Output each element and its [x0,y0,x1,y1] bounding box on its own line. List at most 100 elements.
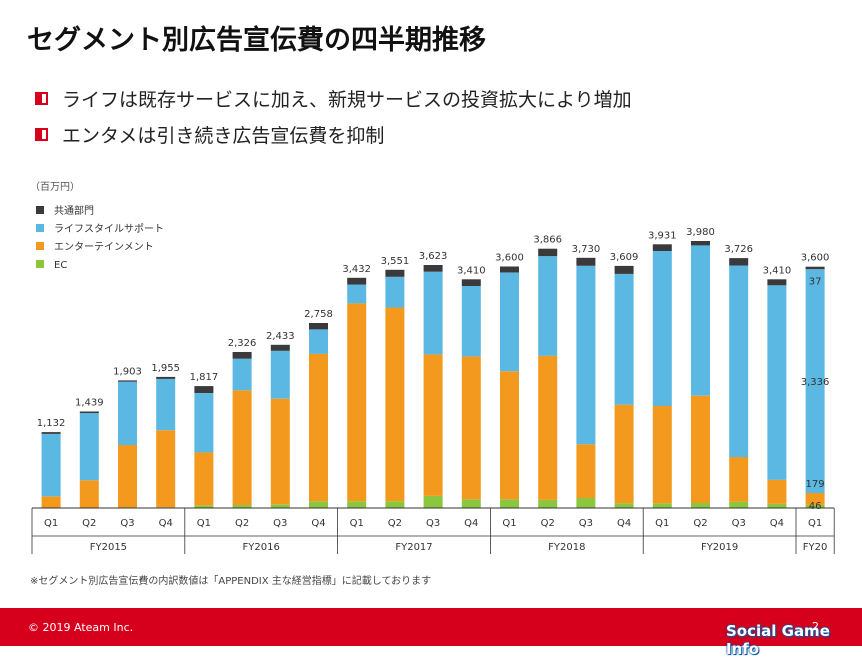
total-label-8: 2,758 [304,309,333,320]
category-label-9: Q1 [350,518,364,529]
bar-segment-13-2 [500,272,519,372]
bar-segment-12-3 [461,279,481,286]
bar-segment-15-3 [576,257,596,266]
category-label-20: Q4 [770,518,784,529]
bar-segment-3-1 [118,445,137,508]
bullet-list: ライフは既存サービスに加え、新規サービスの投資拡大により増加 エンタメは引き続き… [35,80,632,152]
total-label-11: 3,623 [419,251,448,262]
bar-segment-8-2 [309,329,328,354]
category-label-16: Q4 [617,518,631,529]
bar-segment-19-2 [729,265,749,458]
segment-data-label-1: 179 [806,479,825,490]
bar-segment-16-1 [614,404,634,504]
bar-segment-17-0 [652,503,672,508]
total-label-18: 3,980 [686,227,715,238]
bar-segment-15-2 [576,265,596,445]
bar-segment-13-0 [500,499,519,508]
segment-data-label-2: 3,336 [801,377,830,388]
bar-segment-4-2 [156,378,176,431]
bar-segment-7-3 [270,344,290,351]
legend-label-3: EC [54,260,67,271]
bar-segment-2-3 [79,411,99,414]
total-label-12: 3,410 [457,265,486,276]
watermark-logo: Social Game Info [726,622,830,658]
bar-segment-15-1 [576,444,596,498]
bar-segment-14-3 [538,248,558,257]
bullet-marker-icon [35,127,48,141]
bar-segment-7-0 [270,504,290,508]
category-label-21: Q1 [808,518,822,529]
group-label-3: FY2017 [395,542,432,553]
total-label-2: 1,439 [75,398,104,409]
bar-segment-15-0 [576,497,596,508]
legend-label-0: 共通部門 [54,204,94,217]
category-label-1: Q1 [44,518,58,529]
bar-segment-13-1 [500,371,519,500]
category-label-13: Q1 [502,518,516,529]
legend-label-1: ライフスタイルサポート [54,223,164,235]
bar-segment-3-3 [118,380,137,382]
total-label-19: 3,726 [724,244,753,255]
total-label-10: 3,551 [381,256,410,267]
bar-segment-12-2 [461,286,481,357]
bar-segment-6-3 [232,352,252,359]
bar-segment-4-1 [156,430,176,508]
bar-segment-2-2 [79,413,99,481]
bar-segment-10-2 [385,276,405,308]
bar-segment-17-3 [652,244,672,251]
legend-label-2: エンターテインメント [54,241,154,253]
bar-segment-16-0 [614,503,634,508]
bar-segment-6-2 [232,358,252,391]
bar-segment-20-1 [767,479,787,504]
category-label-10: Q2 [388,518,402,529]
bar-segment-2-1 [79,480,99,508]
bar-segment-20-2 [767,285,787,480]
bullet-text-2: エンタメは引き続き広告宣伝費を抑制 [62,124,385,147]
bar-segment-6-0 [232,505,252,508]
bar-segment-18-0 [691,503,710,508]
segment-data-label-3: 37 [809,277,822,288]
total-label-15: 3,730 [572,244,601,255]
bar-segment-5-1 [194,452,214,506]
chart-bars: 1,132 1,439 1,903 1,955 1,817 2,326 2,433 2,758… [37,227,830,512]
bullet-marker-icon [35,91,48,105]
bar-segment-10-0 [385,501,405,508]
bar-segment-9-1 [347,303,367,502]
bar-segment-6-1 [232,390,252,505]
bar-segment-14-1 [538,355,558,500]
bar-segment-17-1 [652,406,672,504]
bar-segment-12-1 [461,356,481,500]
category-label-14: Q2 [541,518,555,529]
bar-segment-17-2 [652,251,672,406]
bar-segment-8-3 [309,323,328,330]
bar-segment-4-3 [156,376,176,379]
bar-segment-12-0 [461,499,481,508]
segment-data-label-0: 46 [809,501,822,512]
bullet-item-1: ライフは既存サービスに加え、新規サービスの投資拡大により増加 [35,80,632,116]
bar-segment-11-3 [423,265,443,272]
total-label-3: 1,903 [113,366,142,377]
total-label-17: 3,931 [648,230,677,241]
bar-segment-14-0 [538,500,558,508]
bar-segment-18-1 [691,395,710,503]
unit-label: （百万円） [30,181,80,193]
category-label-8: Q4 [311,518,325,529]
bar-segment-16-2 [614,274,634,405]
bar-segment-1-1 [41,496,61,508]
group-label-5: FY2019 [701,542,738,553]
bar-segment-5-0 [194,505,214,508]
bar-segment-7-1 [270,398,290,505]
category-label-15: Q3 [579,518,593,529]
category-label-3: Q3 [120,518,134,529]
group-label-2: FY2016 [243,542,280,553]
total-label-6: 2,326 [228,338,257,349]
bar-segment-18-2 [691,245,710,396]
bar-segment-11-0 [423,495,443,508]
total-label-21: 3,600 [801,253,830,264]
bullet-text-1: ライフは既存サービスに加え、新規サービスの投資拡大により増加 [62,88,632,111]
group-label-6: FY20 [803,542,828,553]
bar-segment-5-2 [194,393,214,453]
bar-segment-19-1 [729,457,749,502]
page-title: セグメント別広告宣伝費の四半期推移 [27,25,486,56]
bar-segment-10-3 [385,269,405,277]
